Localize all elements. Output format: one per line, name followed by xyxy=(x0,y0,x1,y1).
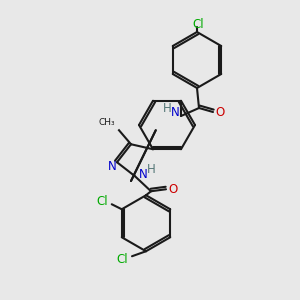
Text: N: N xyxy=(139,168,147,181)
Text: N: N xyxy=(171,106,179,119)
Text: O: O xyxy=(215,106,225,118)
Text: Cl: Cl xyxy=(116,253,128,266)
Text: H: H xyxy=(147,163,155,176)
Text: N: N xyxy=(108,160,116,173)
Text: Cl: Cl xyxy=(192,17,204,31)
Text: Cl: Cl xyxy=(96,195,108,208)
Text: O: O xyxy=(168,183,178,196)
Text: H: H xyxy=(163,101,171,115)
Text: CH₃: CH₃ xyxy=(98,118,115,127)
